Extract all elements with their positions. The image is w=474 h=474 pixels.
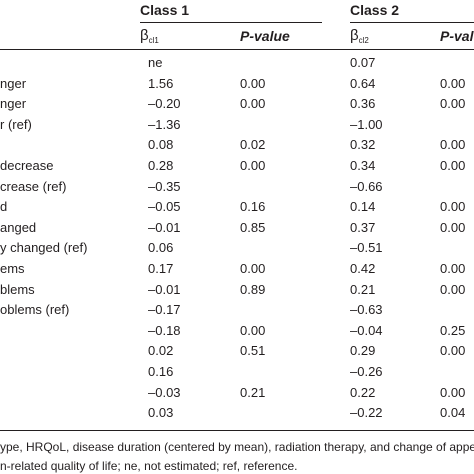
beta-cl1-cell: ne <box>148 55 163 70</box>
beta-cl2-cell: –0.51 <box>350 240 383 256</box>
beta-cl2-cell: 0.36 <box>350 96 376 112</box>
beta-cl2-cell: 0.42 <box>350 261 376 276</box>
header-bottom-rule <box>0 49 474 50</box>
beta-cl2-cell: –0.66 <box>350 178 383 194</box>
row-label-cell: d <box>0 199 8 215</box>
row-label-cell: nger <box>0 96 27 112</box>
beta-cl1-cell: –1.36 <box>148 116 181 132</box>
beta-cl1-cell: 0.08 <box>148 137 174 153</box>
pvalue-cl2-cell: 0.25 <box>440 322 466 338</box>
pvalue-cl2-cell: 0.00 <box>440 219 466 235</box>
pvalue-cl2-cell: 0.00 <box>440 158 466 173</box>
beta-cl1-cell: –0.03 <box>148 384 181 400</box>
class1-span-rule <box>140 22 322 23</box>
pvalue-cl1-cell: 0.00 <box>240 158 266 173</box>
pvalue-cl1-cell: 0.21 <box>240 384 266 400</box>
row-label-cell: nger <box>0 75 27 91</box>
row-label-cell: y changed (ref) <box>0 240 88 256</box>
beta-cl1-cell: 0.03 <box>148 405 174 421</box>
row-label-cell: r (ref) <box>0 116 32 132</box>
pvalue-cl1-cell: 0.02 <box>240 137 266 153</box>
beta-cl1-cell: –0.17 <box>148 302 181 318</box>
beta-cl2-cell: 0.07 <box>350 55 376 70</box>
pvalue-cl2-cell: 0.00 <box>440 261 466 276</box>
pvalue-cl1-cell: 0.00 <box>240 96 266 112</box>
beta-cl1-header: βcl1 <box>140 27 159 45</box>
beta-cl2-cell: 0.29 <box>350 343 376 359</box>
beta-cl1-cell: 0.06 <box>148 240 174 256</box>
beta-cl1-cell: 0.02 <box>148 343 174 359</box>
beta-cl2-cell: 0.22 <box>350 384 376 400</box>
pvalue-cl2-cell: 0.00 <box>440 137 466 153</box>
pvalue-cl2-cell: 0.00 <box>440 199 466 215</box>
beta-cl2-cell: –1.00 <box>350 116 383 132</box>
beta-cl2-cell: –0.04 <box>350 322 383 338</box>
beta-cl2-cell: 0.64 <box>350 75 376 91</box>
pvalue-cl1-cell: 0.51 <box>240 343 266 359</box>
beta-cl1-cell: –0.01 <box>148 281 181 297</box>
pvalue-cl1-cell: 0.85 <box>240 219 266 235</box>
beta-cl1-cell: 1.56 <box>148 75 174 91</box>
pvalue-cl2-cell: 0.00 <box>440 96 466 112</box>
pvalue-cl1-cell: 0.16 <box>240 199 266 215</box>
pvalue-cl2-cell: 0.04 <box>440 405 466 421</box>
class1-header: Class 1 <box>140 2 190 18</box>
footnote-line-1: ype, HRQoL, disease duration (centered b… <box>0 440 474 454</box>
class2-header: Class 2 <box>350 2 400 18</box>
row-label-cell: ems <box>0 261 25 276</box>
row-label-cell: crease (ref) <box>0 178 67 194</box>
beta-cl1-cell: –0.01 <box>148 219 181 235</box>
beta-cl1-cell: –0.18 <box>148 322 181 338</box>
beta-cl2-cell: 0.21 <box>350 281 376 297</box>
beta-cl1-cell: –0.35 <box>148 178 181 194</box>
beta-cl2-cell: 0.14 <box>350 199 376 215</box>
pvalue-cl1-cell: 0.00 <box>240 75 266 91</box>
pvalue-cl1-cell: 0.89 <box>240 281 266 297</box>
pvalue-cl2-header: P-val <box>440 28 474 44</box>
beta-cl2-cell: 0.32 <box>350 137 376 153</box>
beta-cl2-cell: –0.22 <box>350 405 383 421</box>
pvalue-cl1-header: P-value <box>240 28 290 44</box>
beta-cl1-cell: –0.05 <box>148 199 181 215</box>
beta-cl1-cell: 0.17 <box>148 261 174 276</box>
beta-cl1-cell: 0.16 <box>148 364 174 379</box>
pvalue-cl2-cell: 0.00 <box>440 384 466 400</box>
class2-span-rule <box>350 22 474 23</box>
pvalue-cl1-cell: 0.00 <box>240 261 266 276</box>
table-bottom-rule <box>0 430 474 431</box>
pvalue-cl1-cell: 0.00 <box>240 322 266 338</box>
footnote-line-2: n-related quality of life; ne, not estim… <box>0 459 298 473</box>
beta-cl2-cell: –0.26 <box>350 364 383 379</box>
beta-cl1-cell: –0.20 <box>148 96 181 112</box>
pvalue-cl2-cell: 0.00 <box>440 343 466 359</box>
beta-cl2-cell: 0.34 <box>350 158 376 173</box>
pvalue-cl2-cell: 0.00 <box>440 281 466 297</box>
pvalue-cl2-cell: 0.00 <box>440 75 466 91</box>
row-label-cell: oblems (ref) <box>0 302 70 318</box>
row-label-cell: anged <box>0 219 37 235</box>
beta-cl2-cell: 0.37 <box>350 219 376 235</box>
row-label-cell: blems <box>0 281 35 297</box>
beta-cl2-cell: –0.63 <box>350 302 383 318</box>
beta-cl1-cell: 0.28 <box>148 158 174 173</box>
row-label-cell: decrease <box>0 158 54 173</box>
beta-cl2-header: βcl2 <box>350 27 369 45</box>
